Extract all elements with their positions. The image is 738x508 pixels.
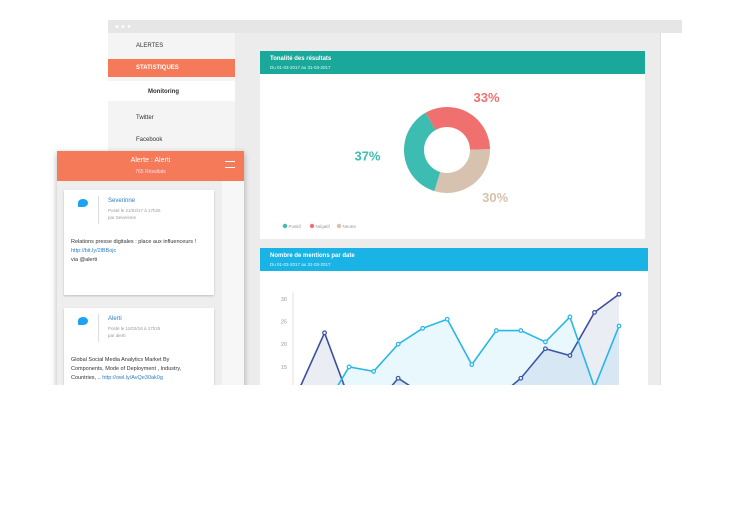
post-body: Relations presse digitales : place aux i… bbox=[71, 239, 197, 245]
card-header: Tonalité des résultats Du 01-03-2017 au … bbox=[260, 51, 645, 74]
card-title: Nombre de mentions par date bbox=[270, 253, 355, 259]
point bbox=[444, 316, 450, 322]
point bbox=[616, 291, 622, 297]
post-body: Global Social Media Analytics Market By … bbox=[71, 357, 182, 381]
post-link[interactable]: http://bit.ly/2lBBojc bbox=[71, 248, 117, 254]
legend-label: Neutre bbox=[343, 224, 357, 229]
post-text: Global Social Media Analytics Market By … bbox=[71, 356, 199, 383]
point bbox=[322, 330, 327, 336]
point bbox=[518, 328, 524, 333]
post-text: Relations presse digitales : place aux i… bbox=[71, 238, 199, 265]
point bbox=[542, 346, 548, 352]
post-card: Severinne Posté le 21/02/17 à 17h25 par Se… bbox=[64, 190, 214, 295]
divider bbox=[98, 196, 99, 224]
card-sentiment: Tonalité des résultats Du 01-03-2017 au … bbox=[260, 51, 645, 239]
point bbox=[395, 375, 401, 381]
legend-swatch bbox=[336, 223, 342, 229]
legend-label: Positif bbox=[289, 224, 302, 229]
right-toolbar bbox=[660, 33, 683, 385]
data-label: 37% bbox=[354, 149, 380, 164]
mobile-subtitle: 765 Résultats bbox=[135, 169, 166, 175]
point bbox=[542, 339, 548, 345]
point bbox=[371, 369, 377, 374]
window-bar bbox=[108, 20, 682, 33]
y-tick-label: 15 bbox=[281, 365, 287, 371]
menu-item[interactable]: Twitter bbox=[136, 115, 154, 121]
post-date: Posté le 11/02/16 à 17h25 bbox=[108, 326, 161, 331]
y-tick-label: 20 bbox=[281, 342, 287, 348]
y-tick-label: 30 bbox=[281, 297, 287, 303]
post-link[interactable]: http://owl.ly/AvQe30ak0g bbox=[102, 375, 163, 381]
divider bbox=[98, 314, 99, 342]
post-by: par Severinne bbox=[108, 215, 137, 220]
pie-slice bbox=[403, 112, 441, 192]
screenshot: ALERTES STATISTIQUES Monitoring Twitter … bbox=[57, 20, 683, 385]
charts: 37% Positif 33% Négatif 30% Neutre 15 20 25 30 bbox=[281, 90, 622, 385]
area bbox=[301, 294, 619, 385]
twitter-icon bbox=[78, 317, 88, 325]
card-header: Nombre de mentions par date Du 01-03-201… bbox=[260, 248, 648, 271]
legend-swatch bbox=[282, 223, 288, 229]
pie-slice bbox=[434, 149, 490, 193]
twitter-icon bbox=[78, 199, 88, 207]
point bbox=[469, 362, 475, 368]
card-subtitle: Du 01-03-2017 au 31-03-2017 bbox=[270, 65, 331, 70]
menu-active[interactable]: STATISTIQUES bbox=[108, 59, 235, 77]
post-author: Severinne bbox=[108, 198, 136, 204]
point bbox=[567, 314, 573, 320]
menu-item: Monitoring bbox=[148, 89, 179, 95]
point bbox=[395, 341, 401, 347]
data-label: 33% bbox=[473, 90, 499, 105]
mobile-header: Alerte : Alerti 765 Résultats bbox=[57, 151, 244, 181]
point bbox=[616, 323, 622, 329]
window-dots bbox=[114, 25, 132, 28]
pie-slice bbox=[425, 107, 490, 150]
card-title: Tonalité des résultats bbox=[270, 56, 332, 62]
post-date: Posté le 21/02/17 à 17h25 bbox=[108, 208, 161, 213]
submenu[interactable]: Monitoring bbox=[108, 81, 235, 101]
area bbox=[338, 316, 619, 385]
line bbox=[300, 293, 620, 385]
legend-label: Négatif bbox=[316, 224, 331, 229]
mobile-app: Alerte : Alerti 765 Résultats Severinne P… bbox=[57, 151, 244, 385]
post-by: par alerti bbox=[108, 333, 126, 338]
post-card: Alerti Posté le 11/02/16 à 17h25 par alert… bbox=[64, 308, 214, 385]
point bbox=[592, 310, 597, 315]
y-tick-label: 25 bbox=[281, 319, 287, 325]
menu-item: STATISTIQUES bbox=[136, 65, 179, 71]
card-subtitle: Du 01-03-2017 au 31-03-2017 bbox=[270, 262, 331, 267]
menu-icon[interactable] bbox=[225, 161, 235, 168]
card-mentions: Nombre de mentions par date Du 01-03-201… bbox=[260, 248, 648, 385]
point bbox=[567, 353, 573, 358]
point bbox=[493, 328, 499, 333]
data-label: 30% bbox=[482, 190, 508, 205]
mobile-title: Alerte : Alerti bbox=[130, 157, 171, 164]
line bbox=[337, 315, 620, 385]
menu-item[interactable]: Facebook bbox=[136, 137, 163, 143]
menu-item[interactable]: ALERTES bbox=[136, 43, 164, 49]
point bbox=[346, 364, 352, 370]
mobile-toolbar bbox=[222, 181, 244, 385]
post-via: via @alerti bbox=[71, 257, 98, 263]
point bbox=[518, 375, 524, 381]
legend-swatch bbox=[309, 223, 315, 229]
point bbox=[420, 325, 426, 331]
post-author: Alerti bbox=[108, 316, 122, 322]
